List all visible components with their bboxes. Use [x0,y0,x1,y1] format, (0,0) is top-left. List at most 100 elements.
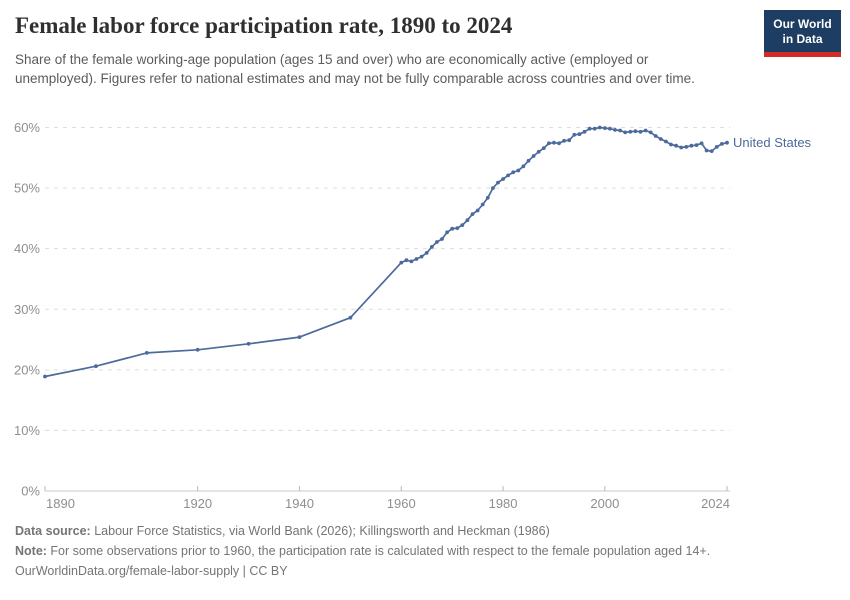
chart-footer: Data source: Labour Force Statistics, vi… [15,521,835,581]
x-axis-label: 2024 [701,496,730,511]
data-point[interactable] [246,341,251,346]
data-point[interactable] [638,129,643,134]
data-point[interactable] [511,170,516,175]
data-point[interactable] [572,132,577,137]
data-point[interactable] [455,226,460,230]
data-point[interactable] [592,126,597,131]
data-point[interactable] [409,259,414,264]
data-point[interactable] [623,130,628,135]
y-axis-label: 50% [14,181,40,196]
data-point[interactable] [348,315,353,320]
data-point[interactable] [470,212,475,216]
x-axis-label: 2000 [590,496,619,511]
series-label[interactable]: United States [733,135,812,150]
chart-subtitle: Share of the female working-age populati… [15,52,695,86]
data-point[interactable] [485,195,490,200]
data-point[interactable] [658,137,663,141]
data-point[interactable] [557,141,561,146]
data-source-line: Data source: Labour Force Statistics, vi… [15,521,835,541]
data-point[interactable] [618,128,622,133]
data-point[interactable] [475,208,480,213]
data-point[interactable] [450,226,455,231]
data-point[interactable] [516,168,521,173]
data-point[interactable] [664,139,668,144]
lfp-chart[interactable]: 0% 10% 20% 30% 40% 50% 60% 1890 1920 1940 1960 1980… [0,100,850,520]
data-point[interactable] [567,138,572,143]
data-point[interactable] [195,347,200,352]
data-point[interactable] [501,177,505,181]
data-point[interactable] [404,258,409,263]
y-axis-label: 20% [14,362,40,377]
data-point[interactable] [424,251,429,255]
data-point[interactable] [491,186,495,190]
x-axis-label: 1980 [489,496,518,511]
data-point[interactable] [144,351,149,355]
data-point[interactable] [597,125,602,130]
data-point[interactable] [552,140,556,145]
data-point[interactable] [536,149,541,154]
data-point[interactable] [506,173,510,178]
data-point[interactable] [297,335,302,339]
data-point[interactable] [531,154,536,158]
data-point[interactable] [608,126,612,131]
owid-logo: Our World in Data [764,10,841,57]
note-line: Note: For some observations prior to 196… [15,541,835,561]
data-point[interactable] [643,128,648,133]
data-point[interactable] [94,364,98,369]
data-point[interactable] [399,260,404,265]
x-axis-label: 1920 [183,496,212,511]
owid-logo-line2: in Data [782,32,823,46]
data-point[interactable] [679,145,684,150]
data-point[interactable] [562,138,566,143]
owid-logo-line1: Our World [773,17,832,31]
x-axis-label: 1960 [387,496,416,511]
data-point[interactable] [689,143,694,148]
data-point[interactable] [709,149,714,153]
data-point[interactable] [699,141,704,146]
data-point[interactable] [613,128,617,132]
y-axis-label: 10% [14,423,40,438]
data-point[interactable] [419,254,424,259]
series-line[interactable] [44,126,728,378]
data-point[interactable] [43,374,47,379]
data-point[interactable] [653,134,658,138]
data-point[interactable] [582,129,587,134]
data-point[interactable] [541,146,546,150]
data-point[interactable] [445,230,449,235]
data-point[interactable] [440,237,444,241]
data-point[interactable] [684,145,689,149]
data-point[interactable] [429,245,434,249]
data-point[interactable] [587,126,592,131]
x-axis-label: 1940 [285,496,314,511]
data-point[interactable] [480,202,485,207]
data-point[interactable] [714,145,719,149]
chart-title: Female labor force participation rate, 1… [15,13,513,38]
data-point[interactable] [465,218,470,223]
data-point[interactable] [414,257,419,261]
data-point[interactable] [720,142,724,146]
data-point[interactable] [496,180,500,185]
note-label: Note: [15,544,47,558]
data-point[interactable] [633,129,638,134]
note-text: For some observations prior to 1960, the… [46,544,711,558]
data-point[interactable] [694,143,699,147]
data-source-label: Data source: [15,524,91,538]
data-point[interactable] [526,158,531,163]
data-point[interactable] [603,126,607,130]
data-point[interactable] [648,130,653,135]
owid-logo-text: Our World in Data [764,10,841,52]
data-point[interactable] [435,240,439,244]
data-point[interactable] [674,143,678,148]
data-point[interactable] [521,164,526,169]
data-point[interactable] [669,142,673,147]
y-axis-label: 60% [14,120,40,135]
data-point[interactable] [577,132,582,137]
owid-logo-stripe [764,52,841,57]
data-point[interactable] [704,148,709,153]
data-point[interactable] [460,223,465,227]
data-point[interactable] [725,140,729,145]
y-axis-label: 40% [14,241,40,256]
data-point[interactable] [547,141,551,146]
data-point[interactable] [628,129,633,134]
